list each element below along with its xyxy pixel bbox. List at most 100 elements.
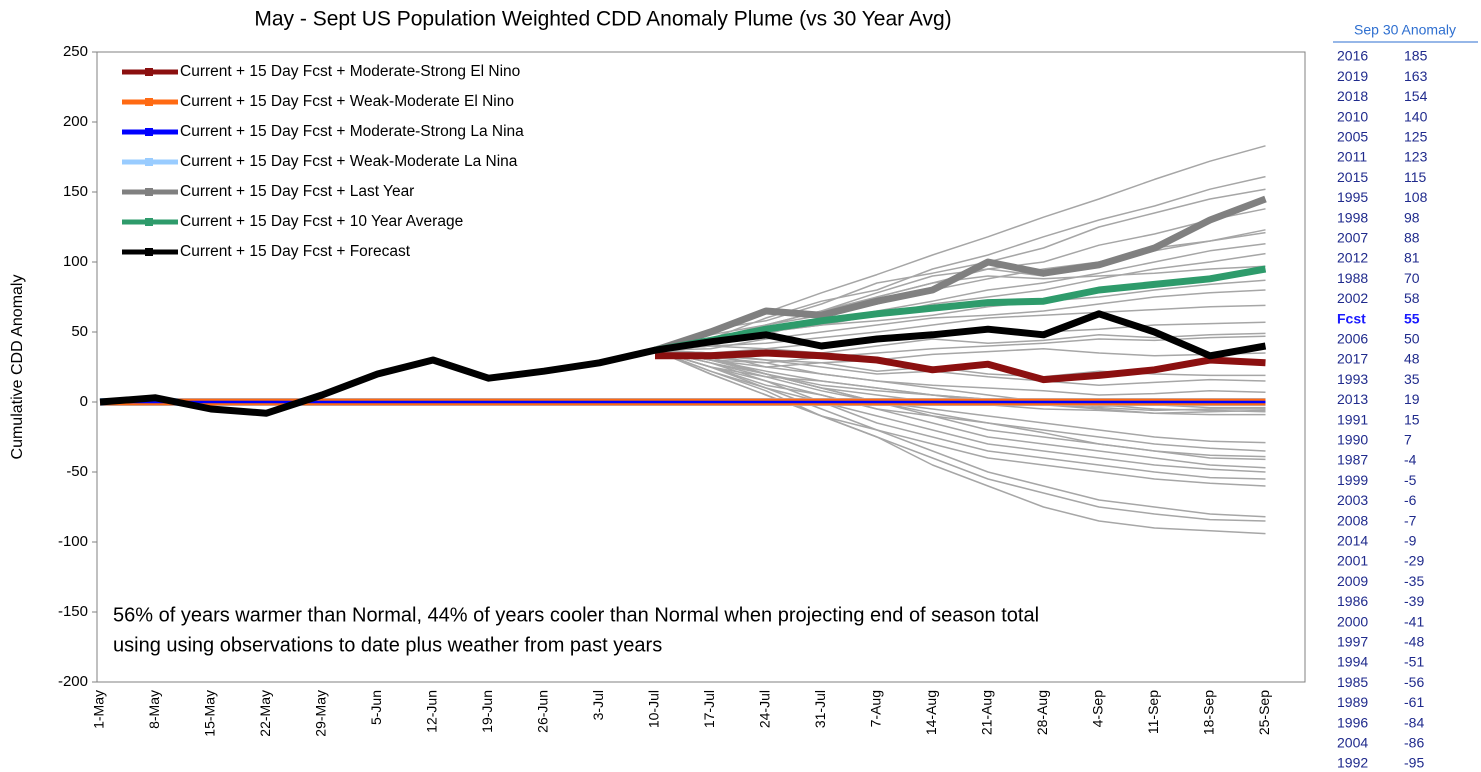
table-title: Sep 30 Anomaly (1354, 22, 1456, 38)
table-year: 1985 (1337, 674, 1368, 690)
table-year: 2018 (1337, 88, 1368, 104)
table-year: 1987 (1337, 452, 1368, 468)
table-year: 2012 (1337, 250, 1368, 266)
table-year: 2016 (1337, 48, 1368, 64)
table-year: 1989 (1337, 694, 1368, 710)
legend-label: Current + 15 Day Fcst + Forecast (180, 243, 411, 260)
table-year: 2009 (1337, 573, 1368, 589)
series-line (655, 349, 1266, 384)
x-tick-label: 1-May (91, 690, 107, 729)
legend-label: Current + 15 Day Fcst + Moderate-Strong … (180, 123, 524, 140)
table-year: 2000 (1337, 613, 1368, 629)
table-value: 123 (1404, 149, 1428, 165)
plot-frame (96, 51, 1306, 683)
table-value: -95 (1404, 755, 1424, 771)
x-tick-label: 14-Aug (923, 690, 939, 735)
x-tick-label: 15-May (202, 690, 218, 737)
table-value: -4 (1404, 452, 1417, 468)
table-value: 88 (1404, 230, 1420, 246)
table-value: -39 (1404, 593, 1424, 609)
table-value: -48 (1404, 634, 1424, 650)
table-year: 1990 (1337, 432, 1368, 448)
table-value: -51 (1404, 654, 1424, 670)
table-year: 1991 (1337, 411, 1368, 427)
plume-line (654, 349, 1266, 518)
legend-marker (145, 68, 153, 76)
annotation: 56% of years warmer than Normal, 44% of … (113, 604, 1039, 626)
legend-marker (145, 158, 153, 166)
y-axis-label: Cumulative CDD Anomaly (9, 275, 26, 460)
plume-line (654, 349, 1266, 396)
chart-title: May - Sept US Population Weighted CDD An… (254, 8, 951, 31)
legend-label: Current + 15 Day Fcst + Moderate-Strong … (180, 63, 520, 80)
table-value: -84 (1404, 714, 1424, 730)
table-year: 2007 (1337, 230, 1368, 246)
table-year: 1998 (1337, 209, 1368, 225)
x-tick-label: 31-Jul (812, 690, 828, 728)
x-tick-label: 10-Jul (646, 690, 662, 728)
table-value: 70 (1404, 270, 1420, 286)
plume-line (654, 349, 1266, 452)
table-year: 2008 (1337, 512, 1368, 528)
y-tick-label: 250 (63, 43, 88, 60)
x-tick-label: 8-May (146, 690, 162, 729)
table-year: 2015 (1337, 169, 1368, 185)
table-year: 2004 (1337, 735, 1368, 751)
plume-line (654, 349, 1266, 386)
y-tick-label: -100 (58, 533, 88, 550)
annotation: using using observations to date plus we… (113, 634, 662, 656)
table-value: 140 (1404, 108, 1428, 124)
legend-marker (145, 98, 153, 106)
table-year: 1986 (1337, 593, 1368, 609)
table-year: 1992 (1337, 755, 1368, 771)
table-value: -86 (1404, 735, 1424, 751)
table-year: 1996 (1337, 714, 1368, 730)
table-value: -7 (1404, 512, 1417, 528)
table-year: 2017 (1337, 351, 1368, 367)
table-value: 154 (1404, 88, 1428, 104)
table-value: 48 (1404, 351, 1420, 367)
table-value: 50 (1404, 331, 1420, 347)
legend-marker (145, 218, 153, 226)
table-value: 58 (1404, 290, 1420, 306)
table-value: 125 (1404, 129, 1428, 145)
x-tick-label: 7-Aug (868, 690, 884, 727)
table-value: 7 (1404, 432, 1412, 448)
table-value: 35 (1404, 371, 1420, 387)
x-tick-label: 25-Sep (1256, 690, 1272, 735)
table-year: Fcst (1337, 310, 1366, 326)
table-value: 81 (1404, 250, 1420, 266)
legend-marker (145, 128, 153, 136)
x-tick-label: 18-Sep (1201, 690, 1217, 735)
y-tick-label: 200 (63, 113, 88, 130)
plume-line (654, 289, 1266, 351)
table-value: 163 (1404, 68, 1428, 84)
plume-line (654, 349, 1266, 461)
series-line (99, 310, 1267, 417)
plume-line (654, 349, 1266, 535)
table-value: 108 (1404, 189, 1428, 205)
table-value: -9 (1404, 533, 1417, 549)
table-value: -29 (1404, 553, 1424, 569)
y-tick-label: 100 (63, 253, 88, 270)
plume-line (654, 349, 1266, 413)
table-year: 2011 (1337, 149, 1367, 165)
legend-label: Current + 15 Day Fcst + Last Year (180, 183, 414, 200)
y-tick-label: 50 (71, 323, 88, 340)
annotation-box (100, 592, 1302, 676)
legend-label: Current + 15 Day Fcst + Weak-Moderate El… (180, 93, 514, 110)
y-tick-label: 150 (63, 183, 88, 200)
plume-line (654, 349, 1266, 522)
x-tick-label: 22-May (257, 690, 273, 737)
series-lines (99, 195, 1267, 417)
x-tick-label: 11-Sep (1145, 690, 1161, 734)
table-value: -6 (1404, 492, 1417, 508)
legend-marker (145, 248, 153, 256)
legend-label: Current + 15 Day Fcst + 10 Year Average (180, 213, 463, 230)
x-tick-label: 17-Jul (701, 690, 717, 728)
table-year: 2002 (1337, 290, 1368, 306)
y-tick-label: -150 (58, 603, 88, 620)
series-line (654, 265, 1267, 354)
x-tick-label: 19-Jun (479, 690, 495, 733)
